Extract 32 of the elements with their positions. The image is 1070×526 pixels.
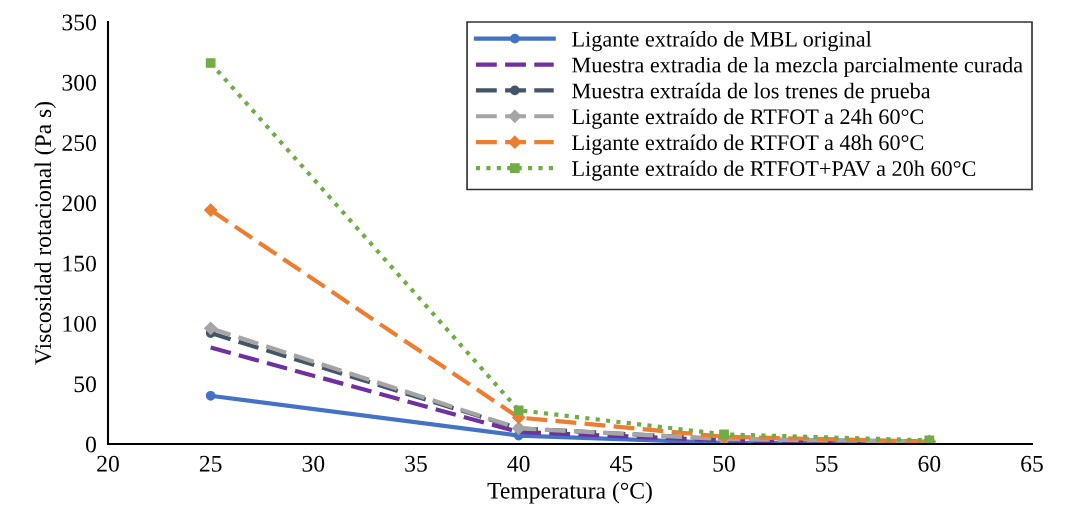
y-tick-label: 0 — [85, 436, 96, 453]
x-tick-label: 35 — [405, 455, 427, 472]
x-tick-label: 55 — [816, 456, 838, 472]
x-tick-label: 65 — [1021, 455, 1043, 472]
y-tick-label: 150 — [63, 255, 96, 272]
legend-label: Muestra extraída de los trenes de prueba — [572, 82, 931, 103]
x-tick-label: 45 — [609, 455, 633, 472]
y-tick-label: 100 — [63, 315, 96, 332]
y-axis-title: Viscosidad rotacional (Pa s) — [34, 101, 56, 365]
y-tick-label: 300 — [62, 74, 96, 91]
point — [204, 321, 218, 335]
point — [205, 390, 216, 401]
x-tick-label: 25 — [199, 455, 222, 472]
legend-label: Ligante extraído de RTFOT a 48h 60°C — [572, 134, 924, 155]
point — [719, 429, 729, 440]
y-tick-label: 350 — [62, 14, 96, 31]
legend-label: Ligante extraído de RTFOT+PAV a 20h 60°C — [572, 160, 976, 181]
x-tick-label: 30 — [302, 455, 325, 472]
x-tick-label: 50 — [713, 455, 735, 472]
x-tick-label: 40 — [507, 455, 530, 472]
x-tick-label: 20 — [97, 455, 119, 472]
point — [205, 58, 216, 68]
legend-label: Ligante extraído de RTFOT a 24h 60°C — [572, 108, 924, 129]
y-tick-label: 50 — [74, 376, 96, 393]
y-tick-label: 250 — [62, 135, 96, 151]
legend-label: Ligante extraído de MBL original — [572, 30, 872, 52]
point — [513, 405, 524, 416]
x-axis-title: Temperatura (°C) — [487, 482, 652, 504]
y-tick-label: 200 — [62, 195, 96, 212]
point — [204, 203, 218, 217]
x-tick-label: 60 — [918, 455, 941, 472]
legend-label: Muestra extradia de la mezcla parcialmente curada — [572, 56, 1023, 78]
